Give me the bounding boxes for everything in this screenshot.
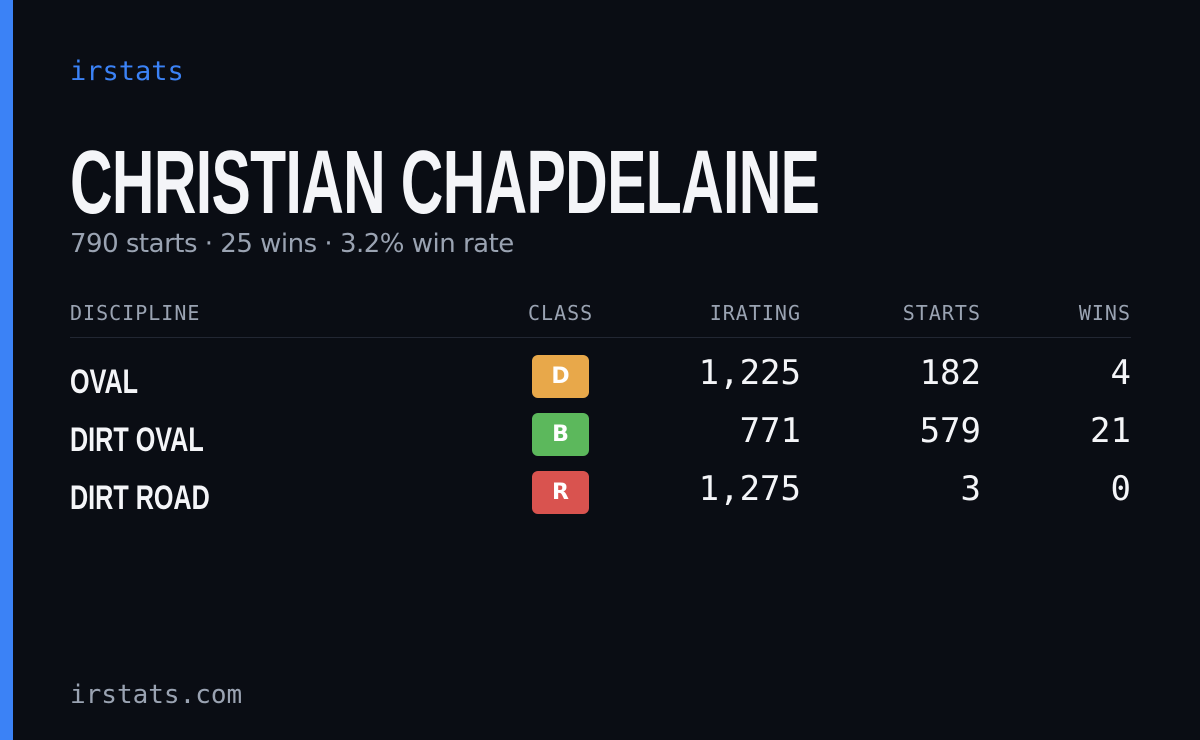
column-header: CLASS [528,301,594,325]
accent-bar [0,0,13,740]
column-header: IRATING [709,301,801,325]
starts: 579 [919,411,981,451]
class-badge: D [532,355,589,398]
wins: 4 [1110,353,1131,393]
column-header: WINS [1078,301,1131,325]
starts: 3 [960,469,981,509]
summary: 790 starts · 25 wins · 3.2% win rate [70,229,514,259]
irating: 1,275 [698,469,801,509]
column-header: STARTS [902,301,981,325]
irating: 1,225 [698,353,801,393]
brand: irstats [70,56,184,87]
footer-url: irstats.com [70,680,243,710]
starts: 182 [919,353,981,393]
discipline: DIRT OVAL [70,421,204,459]
class-badge: R [532,471,589,514]
irating: 771 [739,411,801,451]
discipline: OVAL [70,363,139,401]
class-badge: B [532,413,589,456]
wins: 21 [1090,411,1131,451]
discipline: DIRT ROAD [70,479,210,517]
column-header: DISCIPLINE [70,301,201,325]
player-name: CHRISTIAN CHAPDELAINE [70,133,820,233]
wins: 0 [1110,469,1131,509]
header-rule [70,337,1131,338]
